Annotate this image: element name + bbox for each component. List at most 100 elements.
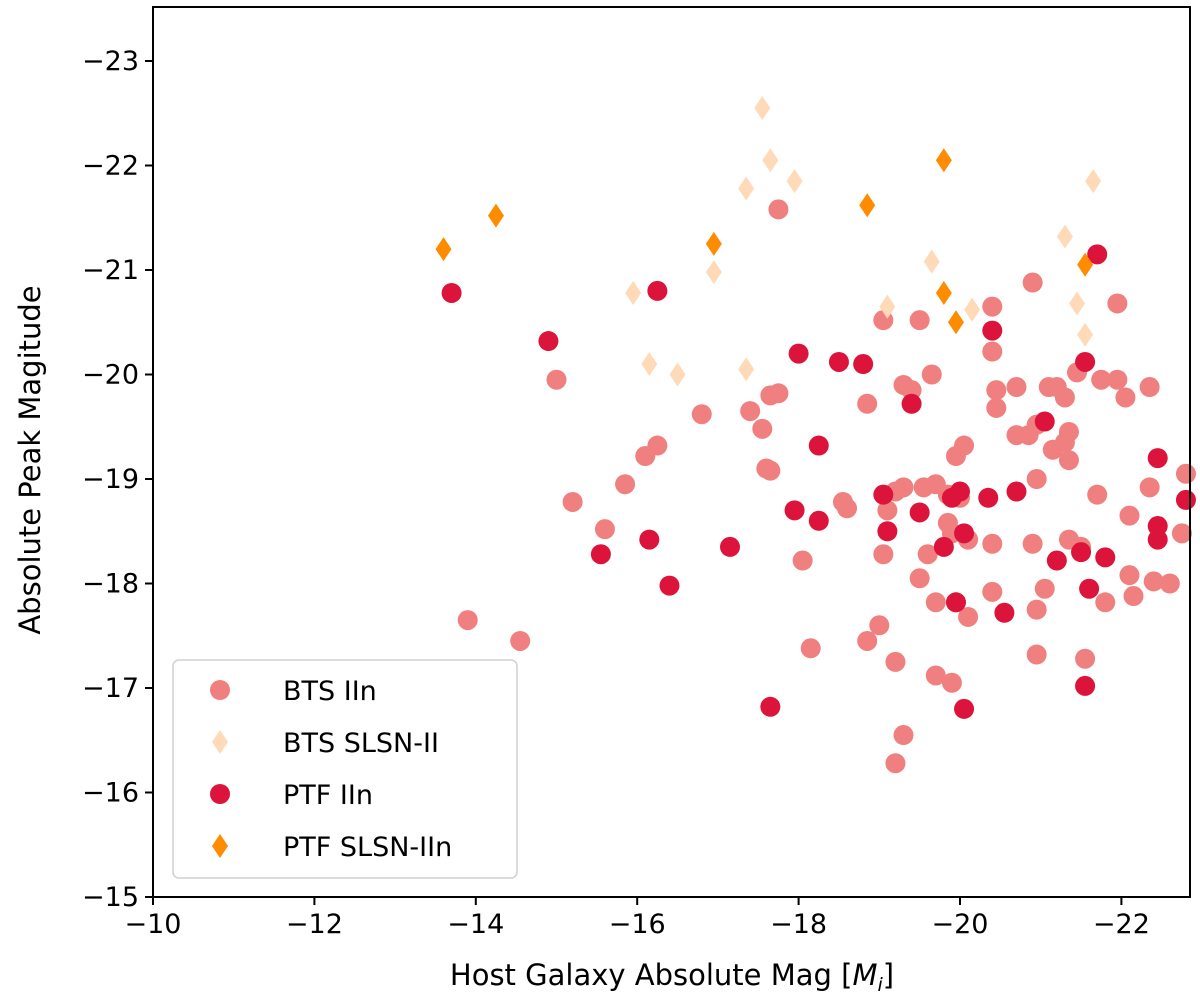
y-tick-label: −15 xyxy=(82,882,139,913)
data-point xyxy=(720,536,741,557)
legend-entry: PTF IIn xyxy=(210,780,373,811)
legend: BTS IIn BTS SLSN-II PTF IIn PTF SLSN-IIn xyxy=(172,659,518,879)
legend-label: PTF SLSN-IIn xyxy=(283,832,452,863)
data-point xyxy=(925,665,946,686)
data-point xyxy=(1119,565,1140,586)
data-point xyxy=(893,477,914,498)
data-point xyxy=(925,592,946,613)
legend-frame xyxy=(172,659,518,879)
data-point xyxy=(869,615,890,636)
data-point xyxy=(752,418,773,439)
x-axis-label-math: M xyxy=(852,958,877,992)
data-point xyxy=(1075,351,1096,372)
legend-entry: BTS SLSN-II xyxy=(212,728,439,759)
data-point xyxy=(873,544,894,565)
data-point xyxy=(828,351,849,372)
data-point xyxy=(1095,547,1116,568)
y-tick-label: −17 xyxy=(82,673,139,704)
data-point xyxy=(933,536,954,557)
data-point xyxy=(1123,586,1144,607)
data-point xyxy=(982,296,1003,317)
data-point xyxy=(1139,377,1160,398)
data-point xyxy=(1079,578,1100,599)
data-point xyxy=(923,249,940,274)
series-ptf-slsn-iin xyxy=(435,148,1094,335)
data-point xyxy=(877,521,898,542)
x-tick-label: −20 xyxy=(932,909,989,940)
data-point xyxy=(909,568,930,589)
data-point xyxy=(538,331,559,352)
data-point xyxy=(1006,377,1027,398)
data-point xyxy=(639,529,660,550)
data-point xyxy=(901,393,922,414)
data-point xyxy=(1175,463,1196,484)
data-point xyxy=(669,362,686,387)
x-tick-label: −14 xyxy=(447,909,504,940)
data-point xyxy=(1022,272,1043,293)
series-bts-iin xyxy=(457,199,1196,774)
data-point xyxy=(1026,469,1047,489)
data-point xyxy=(659,575,680,596)
data-point xyxy=(1107,369,1128,390)
data-point xyxy=(1107,293,1128,314)
data-point xyxy=(1077,252,1094,277)
series-bts-slsn-ii xyxy=(625,96,1102,387)
data-point xyxy=(1139,477,1160,498)
data-point xyxy=(994,602,1015,623)
data-point xyxy=(1175,489,1196,510)
data-point xyxy=(808,510,829,531)
data-point xyxy=(635,446,656,467)
data-point xyxy=(1034,411,1055,432)
data-point xyxy=(647,280,668,301)
data-point xyxy=(1087,484,1108,505)
legend-marker xyxy=(212,834,228,858)
data-point xyxy=(691,404,712,425)
legend-label: BTS SLSN-II xyxy=(283,728,439,759)
data-point xyxy=(615,474,636,495)
legend-label: PTF IIn xyxy=(283,780,373,811)
data-point xyxy=(1077,322,1094,347)
data-point xyxy=(859,193,876,218)
data-point xyxy=(921,364,942,385)
data-point xyxy=(784,500,805,521)
data-point xyxy=(1022,533,1043,554)
legend-entry: BTS IIn xyxy=(210,676,377,707)
data-point xyxy=(594,519,615,540)
data-point xyxy=(1069,291,1086,316)
data-point xyxy=(1058,421,1079,442)
data-point xyxy=(986,380,1007,401)
data-point xyxy=(986,397,1007,418)
data-point xyxy=(487,203,504,228)
data-point xyxy=(792,550,813,571)
data-point xyxy=(441,282,462,303)
data-point xyxy=(641,352,658,377)
data-point xyxy=(877,500,898,521)
data-point xyxy=(982,341,1003,362)
data-point xyxy=(705,260,722,285)
data-point xyxy=(740,401,761,422)
y-tick-label: −22 xyxy=(82,151,139,182)
data-point xyxy=(1147,448,1168,469)
data-point xyxy=(760,460,781,481)
data-point xyxy=(1119,505,1140,526)
legend-marker xyxy=(210,680,230,700)
data-point xyxy=(857,393,878,414)
data-point xyxy=(1034,578,1055,599)
data-point xyxy=(800,638,821,659)
y-axis-label: Absolute Peak Magitude xyxy=(13,285,47,634)
data-point xyxy=(457,610,478,631)
data-point xyxy=(954,698,975,719)
data-point xyxy=(510,630,531,651)
x-axis-label: Host Galaxy Absolute Mag [Mi] xyxy=(450,958,894,996)
data-point xyxy=(964,297,981,322)
data-point xyxy=(1159,573,1180,594)
x-tick-label: −18 xyxy=(770,909,827,940)
data-point xyxy=(954,523,975,544)
data-point xyxy=(935,148,952,173)
data-point xyxy=(947,310,964,335)
data-point xyxy=(950,481,970,502)
data-point xyxy=(1071,542,1092,563)
data-point xyxy=(857,630,878,651)
data-point xyxy=(1026,644,1047,665)
